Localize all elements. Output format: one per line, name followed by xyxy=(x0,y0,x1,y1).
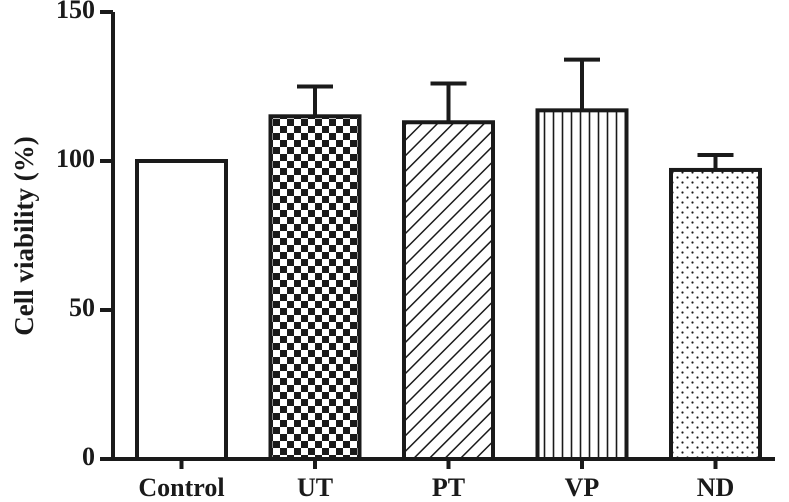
y-tick-label-100: 100 xyxy=(56,144,95,173)
bar-pt xyxy=(402,120,495,461)
y-ticks-group: 0 50 100 150 xyxy=(56,0,113,471)
x-labels-group: Control UT PT VP ND xyxy=(138,473,734,502)
x-tick-label-vp: VP xyxy=(565,473,600,502)
error-bars-group xyxy=(297,57,734,170)
y-axis-title-group: Cell viability (%) xyxy=(9,136,39,335)
y-tick-label-50: 50 xyxy=(69,293,95,322)
y-tick-label-0: 0 xyxy=(82,442,95,471)
y-tick-label-150: 150 xyxy=(56,0,95,24)
axes-group xyxy=(111,12,775,469)
x-tick-label-pt: PT xyxy=(432,473,465,502)
y-axis-title: Cell viability (%) xyxy=(9,136,39,335)
bar-control xyxy=(135,159,228,461)
x-tick-label-control: Control xyxy=(138,473,224,502)
bar-nd xyxy=(669,167,762,461)
bar-vp xyxy=(535,108,629,461)
bar-ut xyxy=(268,114,362,462)
x-tick-label-ut: UT xyxy=(297,473,333,502)
bars-group xyxy=(135,108,762,462)
x-tick-label-nd: ND xyxy=(697,473,735,502)
